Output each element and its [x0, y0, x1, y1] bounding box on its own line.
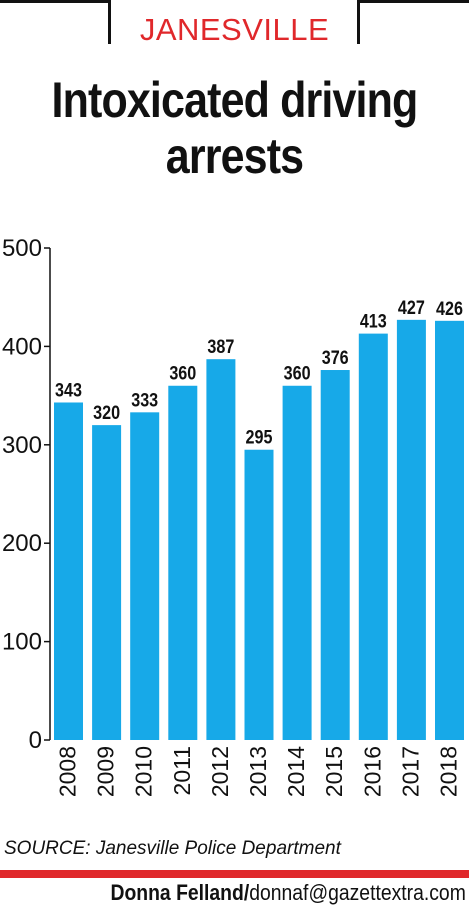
bar-2009 [92, 425, 122, 740]
kicker-rule-right [357, 0, 469, 3]
data-label-2018: 426 [436, 298, 463, 320]
bar-chart: 0 100 200 300 400 500 343 2008 320 2009 333 2010 360… [2, 235, 464, 797]
credit-line: Donna Felland/donnaf@gazettextra.com [111, 880, 466, 906]
data-label-2010: 333 [131, 389, 158, 411]
bar-2012 [206, 359, 236, 740]
data-label-2013: 295 [246, 426, 273, 448]
header-kicker: JANESVILLE [0, 0, 469, 60]
bar-2010 [130, 412, 160, 740]
data-label-2015: 376 [322, 347, 349, 369]
bar-2011 [168, 385, 198, 740]
kicker-tick-right [357, 0, 360, 44]
source-note: SOURCE: Janesville Police Department [4, 838, 341, 859]
x-tick-label-2016: 2016 [359, 746, 385, 797]
kicker-label: JANESVILLE [139, 12, 330, 47]
bar-2018 [435, 320, 464, 740]
x-tick-label-2013: 2013 [245, 746, 271, 797]
x-tick-label-2008: 2008 [55, 746, 81, 797]
y-tick-label-200: 200 [2, 530, 42, 557]
x-tick-label-2015: 2015 [321, 746, 347, 797]
bar-2016 [358, 333, 388, 740]
kicker-tick-left [108, 0, 111, 44]
y-tick-label-300: 300 [2, 432, 42, 459]
x-tick-label-2009: 2009 [93, 746, 119, 797]
kicker-rule-left [0, 0, 110, 3]
data-label-2012: 387 [207, 336, 234, 358]
x-tick-label-2010: 2010 [131, 746, 157, 797]
data-label-2017: 427 [398, 297, 425, 319]
bar-2015 [320, 370, 350, 740]
y-tick-label-500: 500 [2, 235, 42, 262]
y-tick-label-400: 400 [2, 333, 42, 360]
credit-email: donnaf@gazettextra.com [249, 880, 466, 905]
data-label-2008: 343 [55, 379, 82, 401]
footer-rule [0, 870, 469, 878]
chart-title-line-1: Intoxicated driving [51, 72, 419, 128]
x-tick-label-2018: 2018 [436, 746, 462, 797]
chart-title-line-2: arrests [165, 128, 304, 184]
data-label-2009: 320 [93, 402, 120, 424]
data-label-2016: 413 [360, 310, 387, 332]
x-tick-label-2011: 2011 [169, 746, 195, 795]
data-label-2014: 360 [284, 363, 311, 385]
x-tick-label-2014: 2014 [283, 746, 309, 797]
bar-2014 [282, 385, 312, 740]
bar-2008 [54, 402, 83, 740]
chart-title: Intoxicated driving arrests [33, 72, 436, 184]
y-tick-label-0: 0 [29, 727, 42, 754]
x-tick-label-2012: 2012 [207, 746, 233, 797]
bar-2013 [244, 449, 274, 740]
data-label-2011: 360 [169, 363, 196, 385]
y-tick-label-100: 100 [2, 629, 42, 656]
bar-2017 [396, 319, 426, 740]
credit-name: Donna Felland/ [110, 880, 250, 905]
x-tick-label-2017: 2017 [397, 746, 423, 797]
